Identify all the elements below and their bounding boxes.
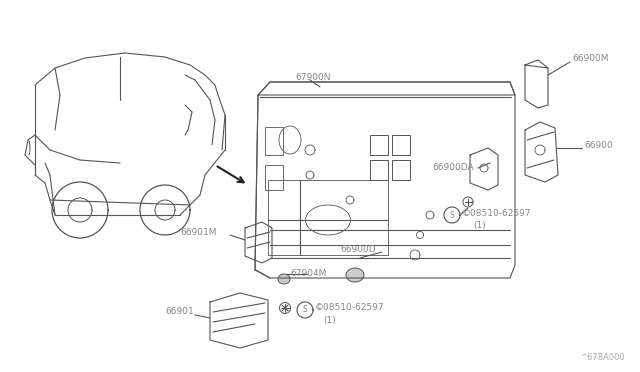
Text: ©08510-62597: ©08510-62597 bbox=[315, 304, 385, 312]
Ellipse shape bbox=[346, 268, 364, 282]
Text: ©08510-62597: ©08510-62597 bbox=[462, 208, 532, 218]
Text: (1): (1) bbox=[323, 315, 336, 324]
Bar bbox=[265, 165, 283, 190]
Text: ^678A000: ^678A000 bbox=[580, 353, 625, 362]
Bar bbox=[268, 180, 388, 255]
Bar bbox=[370, 160, 388, 180]
Text: 66901: 66901 bbox=[165, 308, 194, 317]
Text: S: S bbox=[303, 305, 307, 314]
Text: 67900N: 67900N bbox=[295, 73, 330, 81]
Text: 66900M: 66900M bbox=[572, 54, 609, 62]
Text: 66900D: 66900D bbox=[340, 246, 376, 254]
Ellipse shape bbox=[278, 274, 290, 284]
Text: 66901M: 66901M bbox=[180, 228, 216, 237]
Bar bbox=[392, 135, 410, 155]
Bar bbox=[392, 160, 410, 180]
Text: S: S bbox=[450, 211, 454, 219]
Bar bbox=[370, 135, 388, 155]
Text: 66900: 66900 bbox=[584, 141, 612, 150]
Text: 66900DA: 66900DA bbox=[432, 163, 474, 171]
Text: 67904M: 67904M bbox=[290, 269, 326, 279]
Bar bbox=[265, 127, 283, 155]
Text: (1): (1) bbox=[473, 221, 486, 230]
